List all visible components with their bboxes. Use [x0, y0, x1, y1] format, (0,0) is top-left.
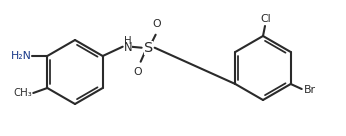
Text: O: O	[152, 19, 161, 29]
Text: N: N	[124, 41, 132, 54]
Text: Cl: Cl	[261, 14, 271, 24]
Text: Br: Br	[304, 85, 316, 95]
Text: S: S	[144, 41, 153, 55]
Text: H₂N: H₂N	[10, 51, 31, 61]
Text: O: O	[133, 67, 142, 77]
Text: H: H	[124, 36, 131, 46]
Text: CH₃: CH₃	[13, 88, 32, 98]
